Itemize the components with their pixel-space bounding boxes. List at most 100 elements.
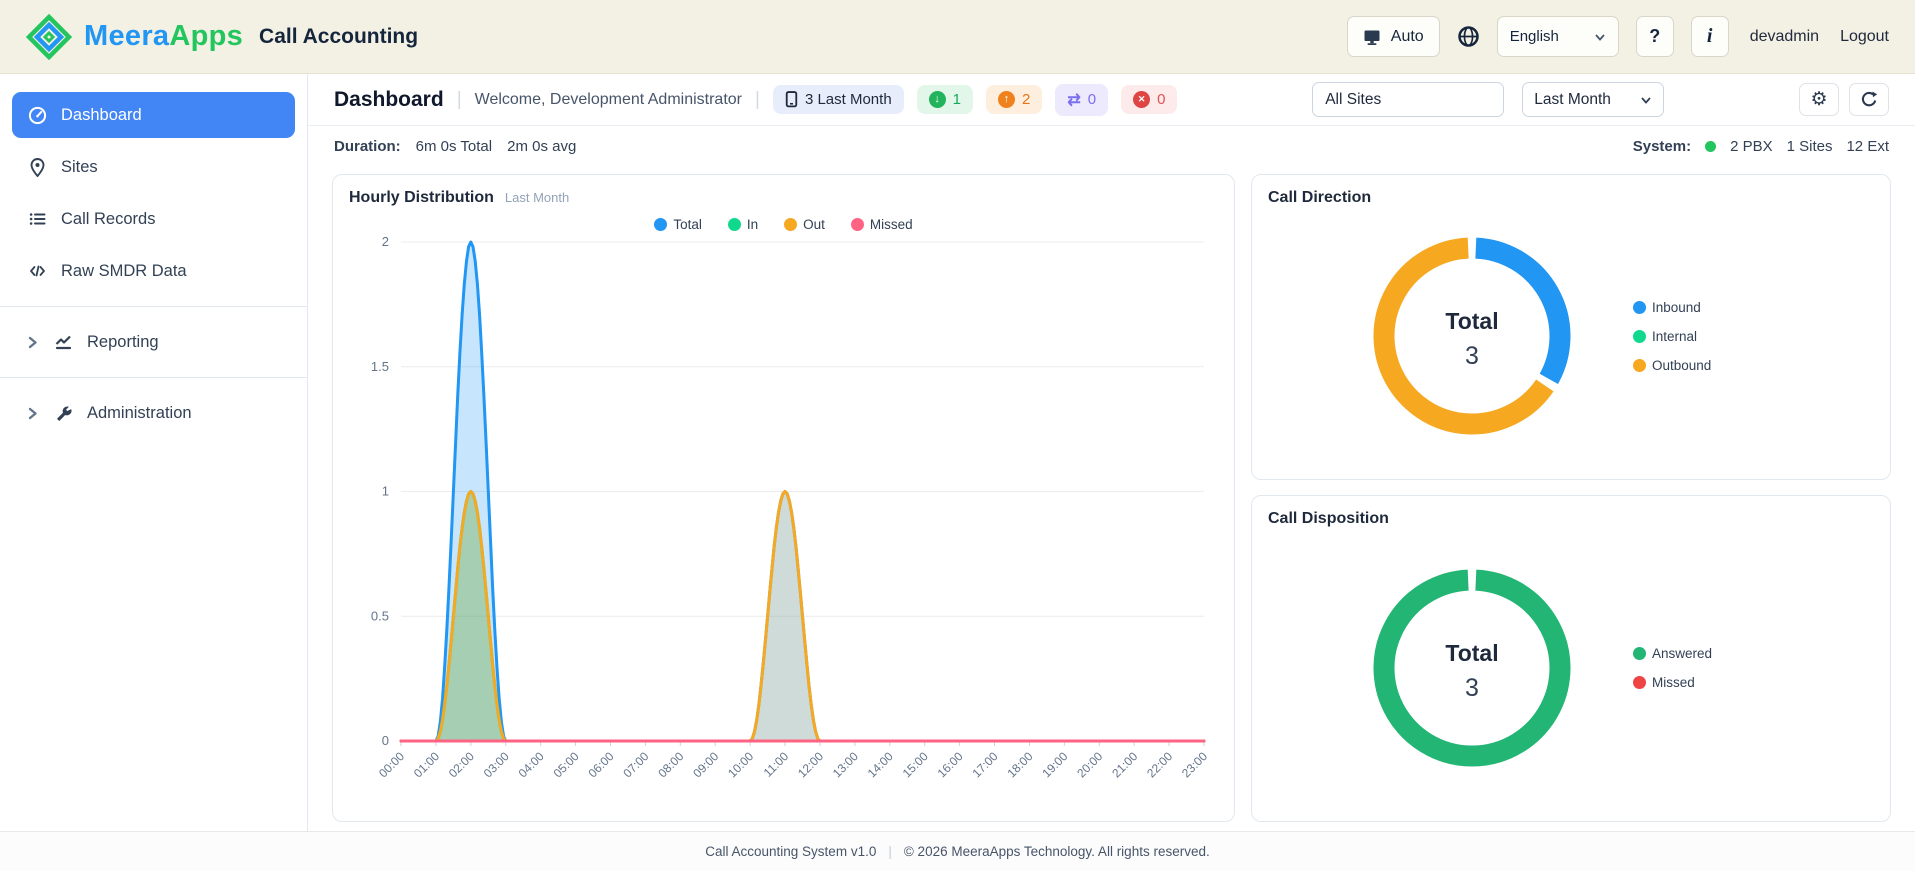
svg-text:18:00: 18:00 <box>1004 749 1035 780</box>
language-select[interactable]: English <box>1496 16 1619 57</box>
svg-text:16:00: 16:00 <box>935 749 966 780</box>
app-title: Call Accounting <box>259 24 419 48</box>
outbound-badge: ↑ 2 <box>986 85 1043 114</box>
swap-arrows-icon: ⇄ <box>1067 91 1081 109</box>
svg-text:03:00: 03:00 <box>481 749 512 780</box>
internal-count: 0 <box>1087 91 1097 108</box>
sidebar-item-call-records[interactable]: Call Records <box>12 196 295 242</box>
svg-text:10:00: 10:00 <box>725 749 756 780</box>
legend-item-missed[interactable]: Missed <box>850 217 913 232</box>
svg-text:15:00: 15:00 <box>900 749 931 780</box>
svg-text:17:00: 17:00 <box>970 749 1001 780</box>
info-button[interactable]: i <box>1690 16 1729 57</box>
code-icon <box>27 261 48 281</box>
legend-dot-icon <box>1633 358 1646 372</box>
call-disposition-card: Call Disposition Total 3 Answered Missed <box>1251 495 1891 822</box>
username-label: devadmin <box>1749 27 1820 45</box>
call-direction-donut-chart: Total 3 <box>1369 233 1575 439</box>
ext-count: 12 Ext <box>1846 137 1889 155</box>
svg-text:09:00: 09:00 <box>690 749 721 780</box>
svg-text:23:00: 23:00 <box>1179 749 1210 780</box>
refresh-icon <box>1861 91 1878 106</box>
separator: | <box>888 844 892 859</box>
legend-item-outbound[interactable]: Outbound <box>1633 358 1773 373</box>
svg-text:08:00: 08:00 <box>655 749 686 780</box>
hourly-area-chart: 0 0.5 1 1.5 2 00:00 01:00 02:00 03:00 04:00 05:00 0… <box>349 232 1218 807</box>
legend-dot-icon <box>850 218 864 231</box>
sites-count: 1 Sites <box>1786 137 1833 155</box>
legend-item-missed[interactable]: Missed <box>1633 675 1773 690</box>
language-selected: English <box>1509 28 1559 45</box>
svg-text:05:00: 05:00 <box>551 749 582 780</box>
map-pin-icon <box>27 157 48 177</box>
period-select[interactable]: Last Month <box>1522 82 1665 117</box>
help-button[interactable]: ? <box>1635 16 1674 57</box>
legend-dot-icon <box>1633 646 1646 660</box>
chevron-down-icon <box>1641 96 1651 104</box>
arrow-down-circle-icon: ↓ <box>928 91 946 108</box>
hourly-card-subtitle: Last Month <box>504 190 570 205</box>
separator: | <box>456 88 462 110</box>
app-footer: Call Accounting System v1.0 | © 2026 Mee… <box>0 831 1915 871</box>
arrow-up-circle-icon: ↑ <box>998 91 1015 108</box>
sidebar-item-reporting[interactable]: Reporting <box>12 319 295 365</box>
svg-text:3: 3 <box>1465 342 1479 370</box>
svg-text:13:00: 13:00 <box>830 749 861 780</box>
svg-text:19:00: 19:00 <box>1039 749 1070 780</box>
svg-text:0: 0 <box>382 733 389 748</box>
chart-line-icon <box>53 332 74 352</box>
sidebar-item-label: Dashboard <box>61 105 142 124</box>
duration-total: 6m 0s Total <box>415 137 493 155</box>
pbx-count: 2 PBX <box>1730 137 1773 155</box>
sidebar-item-label: Reporting <box>87 332 159 351</box>
sidebar-item-label: Call Records <box>61 209 156 228</box>
settings-button[interactable]: ⚙ <box>1799 83 1839 116</box>
legend-dot-icon <box>784 218 798 231</box>
list-icon <box>27 209 48 229</box>
internal-badge: ⇄ 0 <box>1055 83 1109 116</box>
dashboard-header: Dashboard | Welcome, Development Adminis… <box>308 74 1915 126</box>
direction-card-title: Call Direction <box>1268 189 1372 206</box>
stats-bar: Duration: 6m 0s Total 2m 0s avg System: … <box>308 126 1915 166</box>
legend-label: Missed <box>869 217 913 232</box>
period-total-label: 3 Last Month <box>804 91 892 108</box>
sidebar-item-raw-smdr[interactable]: Raw SMDR Data <box>12 248 295 294</box>
legend-item-total[interactable]: Total <box>654 217 702 232</box>
call-direction-card: Call Direction Total 3 Inbound Internal Out… <box>1251 174 1891 480</box>
sidebar-item-sites[interactable]: Sites <box>12 144 295 190</box>
footer-copyright: © 2026 MeeraApps Technology. All rights … <box>903 844 1210 859</box>
sidebar-divider <box>0 377 307 378</box>
svg-text:1.5: 1.5 <box>371 359 389 374</box>
disposition-card-title: Call Disposition <box>1268 510 1389 527</box>
legend-item-answered[interactable]: Answered <box>1633 646 1773 661</box>
chevron-right-icon <box>27 336 40 349</box>
body-row: Dashboard Sites Call Records Raw SMDR Da… <box>0 74 1915 831</box>
disposition-legend: Answered Missed <box>1633 646 1773 690</box>
theme-auto-button[interactable]: Auto <box>1346 16 1440 57</box>
right-column: Call Direction Total 3 Inbound Internal Out… <box>1251 174 1891 831</box>
sidebar-item-dashboard[interactable]: Dashboard <box>12 92 295 138</box>
svg-text:06:00: 06:00 <box>585 749 616 780</box>
wrench-icon <box>53 403 74 423</box>
direction-legend: Inbound Internal Outbound <box>1633 300 1773 373</box>
inbound-badge: ↓ 1 <box>916 85 973 114</box>
svg-text:Total: Total <box>1445 640 1498 666</box>
legend-item-in[interactable]: In <box>727 217 758 232</box>
svg-text:22:00: 22:00 <box>1144 749 1175 780</box>
svg-text:02:00: 02:00 <box>446 749 477 780</box>
svg-text:07:00: 07:00 <box>620 749 651 780</box>
chevron-right-icon <box>27 407 40 420</box>
svg-text:20:00: 20:00 <box>1074 749 1105 780</box>
logout-link[interactable]: Logout <box>1840 27 1889 45</box>
sidebar-item-administration[interactable]: Administration <box>12 390 295 436</box>
brand-second: Apps <box>169 20 244 52</box>
legend-item-inbound[interactable]: Inbound <box>1633 300 1773 315</box>
period-total-badge: 3 Last Month <box>772 85 904 114</box>
sidebar: Dashboard Sites Call Records Raw SMDR Da… <box>0 74 308 831</box>
refresh-button[interactable] <box>1849 83 1889 116</box>
site-filter-input[interactable] <box>1312 82 1505 117</box>
legend-item-internal[interactable]: Internal <box>1633 329 1773 344</box>
legend-item-out[interactable]: Out <box>784 217 825 232</box>
meeraapps-logo-icon <box>26 13 72 60</box>
legend-label: Answered <box>1652 645 1713 661</box>
